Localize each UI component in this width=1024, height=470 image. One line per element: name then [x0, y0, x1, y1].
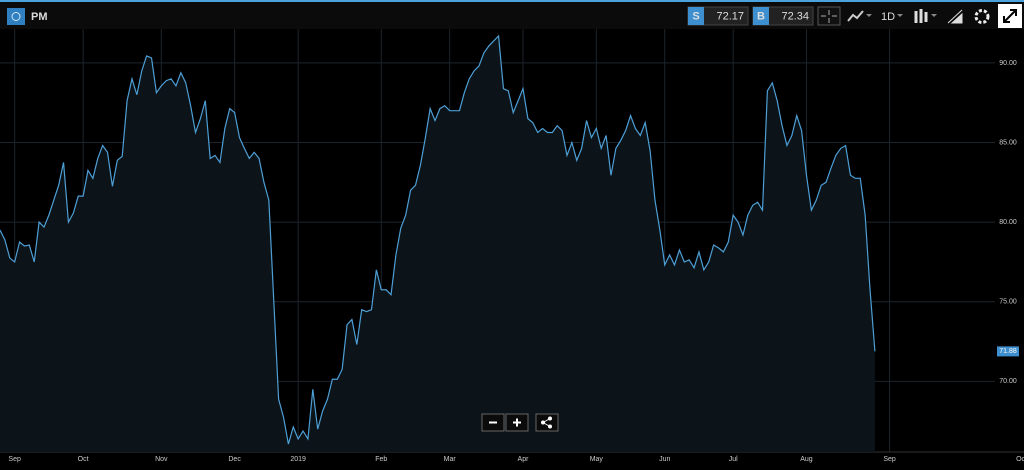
y-tick-label: 85.00 [999, 139, 1017, 146]
y-tick-label: 70.00 [999, 378, 1017, 385]
x-tick-label: Mar [444, 456, 457, 463]
symbol: PM [31, 11, 48, 23]
y-tick-label: 90.00 [999, 60, 1017, 67]
x-tick-label: Jun [659, 456, 670, 463]
y-tick-label: 75.00 [999, 299, 1017, 306]
area-fill [0, 36, 875, 452]
share-icon-dot [548, 416, 552, 421]
share-button[interactable] [535, 413, 559, 432]
symbol-icon [7, 8, 25, 25]
x-tick-label: Sep [883, 456, 896, 463]
x-tick-label: Jul [729, 456, 738, 463]
x-tick-label: Oct [1016, 456, 1024, 463]
x-tick-label: May [590, 456, 604, 463]
symbol-icon-mark [11, 12, 21, 21]
y-tick-label: 80.00 [999, 219, 1017, 226]
indicators-button[interactable] [914, 9, 928, 23]
sell-tag [688, 7, 704, 25]
plot-area: 70.00 75.00 80.00 85.00 90.00 Sep Oct Nov Dec 201… [0, 29, 1024, 463]
fullscreen-icon [1003, 9, 1017, 23]
dropdown-arrow [897, 14, 903, 17]
share-icon-dot [548, 424, 552, 429]
last-price-tag [997, 346, 1019, 357]
x-tick-label: Feb [375, 456, 387, 463]
x-tick-label: Sep [8, 456, 21, 463]
zoom-in-icon [513, 418, 521, 427]
sell-label: S [692, 10, 699, 22]
buy-tag [753, 7, 769, 25]
x-tick-label: Aug [800, 456, 813, 463]
x-tick-label: Oct [78, 456, 89, 463]
dropdown-arrow [931, 14, 937, 17]
interval-button[interactable]: 1D [881, 11, 895, 23]
zoom-controls [481, 413, 559, 432]
x-tick-label: Dec [228, 456, 241, 463]
x-tick-label: Apr [518, 456, 530, 463]
chart-type-button[interactable] [847, 10, 864, 22]
price-line [0, 34, 876, 445]
x-tick-label: Nov [155, 456, 168, 463]
last-price-label: 71.88 [999, 348, 1017, 355]
settings-button[interactable] [974, 9, 990, 24]
toolbar-border [0, 0, 1024, 2]
drawing-button[interactable] [947, 9, 963, 24]
dropdown-arrow [866, 14, 872, 17]
share-icon-dot [541, 420, 545, 425]
sell-price: 72.17 [716, 10, 744, 22]
crosshair-icon [821, 10, 837, 23]
buy-price: 72.34 [781, 10, 809, 22]
buy-label: B [757, 10, 765, 22]
toolbar: PM S 72.17 B 72.34 1D [0, 0, 1024, 29]
x-tick-label: 2019 [290, 456, 306, 463]
crosshair-button[interactable] [817, 6, 841, 26]
